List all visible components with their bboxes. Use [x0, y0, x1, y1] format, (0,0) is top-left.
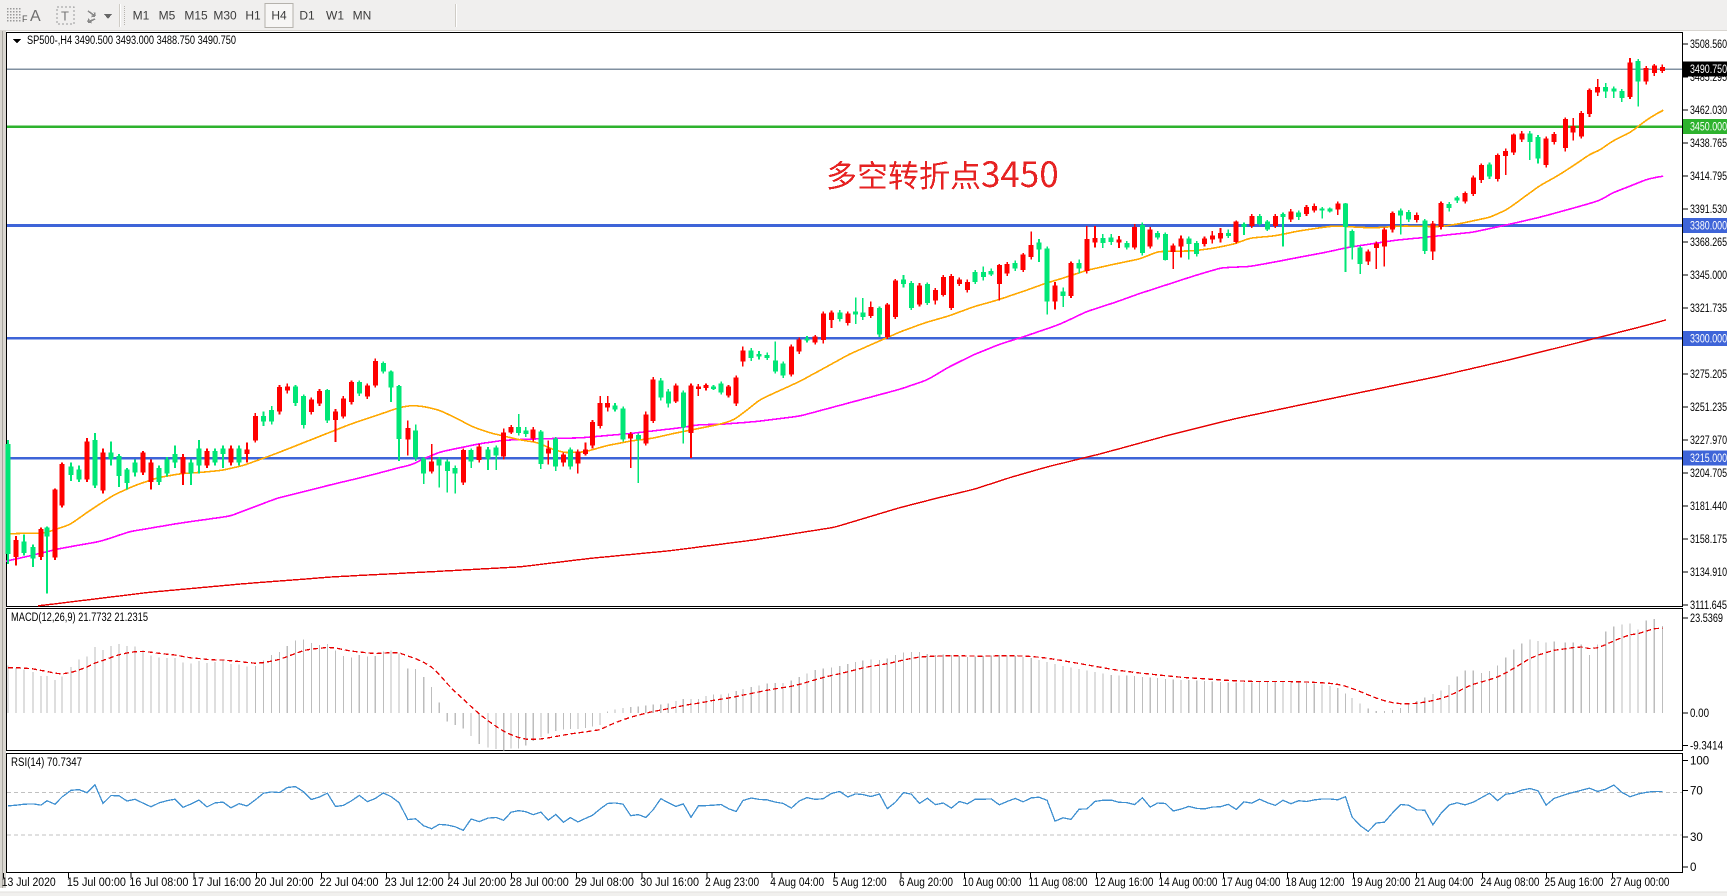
svg-text:3450.000: 3450.000: [1690, 122, 1727, 134]
svg-text:H1: H1: [245, 9, 261, 23]
svg-text:3345.000: 3345.000: [1690, 270, 1727, 282]
svg-text:21 Aug 04:00: 21 Aug 04:00: [1415, 877, 1474, 889]
svg-text:3391.530: 3391.530: [1690, 204, 1727, 216]
svg-text:T: T: [61, 9, 69, 24]
svg-text:3275.205: 3275.205: [1690, 369, 1727, 381]
svg-text:H4: H4: [271, 9, 287, 23]
svg-text:RSI(14) 70.7347: RSI(14) 70.7347: [11, 757, 82, 769]
svg-text:3111.645: 3111.645: [1690, 600, 1727, 612]
svg-text:24 Jul 20:00: 24 Jul 20:00: [447, 877, 506, 889]
svg-text:23 Jul 12:00: 23 Jul 12:00: [385, 877, 444, 889]
svg-text:19 Aug 20:00: 19 Aug 20:00: [1352, 877, 1411, 889]
svg-text:0: 0: [1690, 862, 1696, 874]
svg-text:M30: M30: [213, 9, 237, 23]
svg-text:M15: M15: [184, 9, 208, 23]
svg-text:3300.000: 3300.000: [1690, 333, 1727, 345]
svg-text:3321.735: 3321.735: [1690, 303, 1727, 315]
svg-text:3462.030: 3462.030: [1690, 105, 1727, 117]
svg-text:6 Aug 20:00: 6 Aug 20:00: [899, 877, 953, 889]
svg-text:3368.265: 3368.265: [1690, 237, 1727, 249]
svg-text:11 Aug 08:00: 11 Aug 08:00: [1029, 877, 1088, 889]
svg-text:16 Jul 08:00: 16 Jul 08:00: [129, 877, 188, 889]
svg-text:5 Aug 12:00: 5 Aug 12:00: [833, 877, 887, 889]
svg-text:A: A: [30, 8, 41, 25]
svg-text:17 Jul 16:00: 17 Jul 16:00: [192, 877, 251, 889]
svg-text:M5: M5: [159, 9, 176, 23]
svg-text:70: 70: [1690, 785, 1703, 797]
svg-text:22 Jul 04:00: 22 Jul 04:00: [320, 877, 379, 889]
svg-text:27 Aug 00:00: 27 Aug 00:00: [1611, 877, 1670, 889]
svg-text:F: F: [22, 14, 28, 24]
svg-text:2 Aug 23:00: 2 Aug 23:00: [705, 877, 759, 889]
svg-text:SP500-,H4 3490.500 3493.000 3: SP500-,H4 3490.500 3493.000 3488.750 349…: [27, 35, 236, 47]
svg-text:3380.000: 3380.000: [1690, 220, 1727, 232]
svg-text:4 Aug 04:00: 4 Aug 04:00: [770, 877, 824, 889]
svg-text:23.5369: 23.5369: [1690, 613, 1723, 625]
svg-text:28 Jul 00:00: 28 Jul 00:00: [510, 877, 569, 889]
svg-text:20 Jul 20:00: 20 Jul 20:00: [255, 877, 314, 889]
svg-text:D1: D1: [299, 9, 315, 23]
svg-text:30: 30: [1690, 832, 1703, 844]
svg-text:15 Jul 00:00: 15 Jul 00:00: [67, 877, 126, 889]
svg-text:18 Aug 12:00: 18 Aug 12:00: [1286, 877, 1345, 889]
svg-text:3134.910: 3134.910: [1690, 567, 1727, 579]
svg-text:17 Aug 04:00: 17 Aug 04:00: [1222, 877, 1281, 889]
svg-text:MN: MN: [353, 9, 372, 23]
svg-text:3181.440: 3181.440: [1690, 501, 1727, 513]
svg-text:3508.560: 3508.560: [1690, 39, 1727, 51]
svg-text:3215.000: 3215.000: [1690, 453, 1727, 465]
svg-text:10 Aug 00:00: 10 Aug 00:00: [963, 877, 1022, 889]
svg-text:29 Jul 08:00: 29 Jul 08:00: [575, 877, 634, 889]
svg-text:W1: W1: [326, 9, 344, 23]
svg-text:3227.970: 3227.970: [1690, 435, 1727, 447]
svg-text:0.00: 0.00: [1690, 708, 1709, 720]
svg-text:3414.795: 3414.795: [1690, 171, 1727, 183]
svg-text:100: 100: [1690, 755, 1709, 767]
svg-text:MACD(12,26,9) 21.7732 21.2315: MACD(12,26,9) 21.7732 21.2315: [11, 612, 148, 624]
svg-text:25 Aug 16:00: 25 Aug 16:00: [1545, 877, 1604, 889]
svg-text:24 Aug 08:00: 24 Aug 08:00: [1481, 877, 1540, 889]
svg-text:3490.750: 3490.750: [1690, 64, 1727, 76]
svg-text:13 Jul 2020: 13 Jul 2020: [2, 877, 56, 889]
svg-text:M1: M1: [133, 9, 150, 23]
svg-text:14 Aug 00:00: 14 Aug 00:00: [1159, 877, 1218, 889]
svg-text:3158.175: 3158.175: [1690, 534, 1727, 546]
svg-text:3438.765: 3438.765: [1690, 138, 1727, 150]
svg-text:30 Jul 16:00: 30 Jul 16:00: [640, 877, 699, 889]
svg-text:3251.235: 3251.235: [1690, 402, 1727, 414]
svg-text:3204.705: 3204.705: [1690, 468, 1727, 480]
svg-text:12 Aug 16:00: 12 Aug 16:00: [1095, 877, 1154, 889]
svg-text:-9.3414: -9.3414: [1690, 741, 1724, 753]
